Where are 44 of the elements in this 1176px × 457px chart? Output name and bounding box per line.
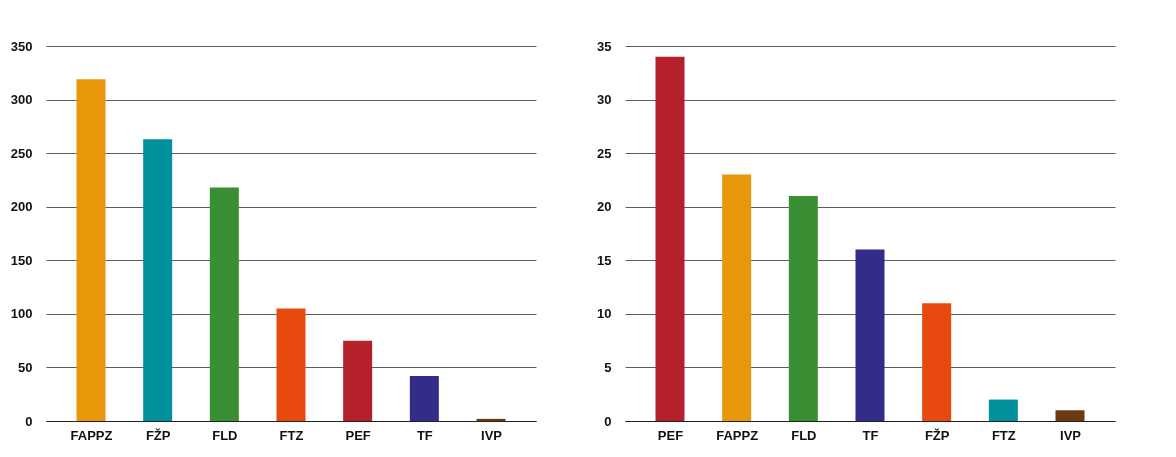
bar: [655, 56, 685, 421]
x-tick-label: IVP: [1060, 427, 1082, 443]
bar: [476, 418, 506, 421]
y-tick-label: 100: [10, 306, 33, 322]
y-tick-label: 15: [597, 252, 612, 268]
y-tick-label: 350: [10, 38, 33, 54]
bar: [409, 376, 439, 421]
bar: [276, 308, 306, 421]
x-tick-label: PEF: [345, 427, 371, 443]
x-tick-label: FŽP: [145, 427, 171, 443]
x-tick-label: TF: [416, 427, 433, 443]
bar: [788, 196, 818, 421]
bar: [343, 340, 373, 421]
y-tick-label: 0: [604, 413, 612, 429]
x-tick-label: FAPPZ: [716, 427, 759, 443]
x-tick-label: FTZ: [279, 427, 304, 443]
y-tick-label: 200: [10, 199, 33, 215]
x-tick-label: FŽP: [924, 427, 950, 443]
y-tick-label: 0: [25, 413, 33, 429]
bar: [1055, 410, 1085, 421]
bar: [143, 139, 173, 421]
x-tick-label: FLD: [212, 427, 238, 443]
y-tick-label: 10: [597, 306, 612, 322]
y-tick-label: 30: [597, 92, 612, 108]
bar: [76, 79, 106, 421]
bar: [722, 174, 752, 421]
x-tick-label: TF: [862, 427, 879, 443]
x-tick-label: FAPPZ: [70, 427, 113, 443]
y-tick-label: 150: [10, 252, 33, 268]
x-tick-label: IVP: [481, 427, 503, 443]
bar: [922, 303, 952, 421]
x-tick-label: FLD: [791, 427, 817, 443]
y-tick-label: 35: [597, 38, 612, 54]
y-tick-label: 20: [597, 199, 612, 215]
bar: [855, 249, 885, 421]
y-tick-label: 50: [18, 359, 33, 375]
bar: [209, 187, 239, 421]
y-tick-label: 300: [10, 92, 33, 108]
y-tick-label: 250: [10, 145, 33, 161]
x-tick-label: FTZ: [991, 427, 1016, 443]
y-tick-label: 5: [604, 359, 612, 375]
y-tick-label: 25: [597, 145, 612, 161]
x-tick-label: PEF: [657, 427, 684, 443]
bar: [988, 399, 1018, 421]
